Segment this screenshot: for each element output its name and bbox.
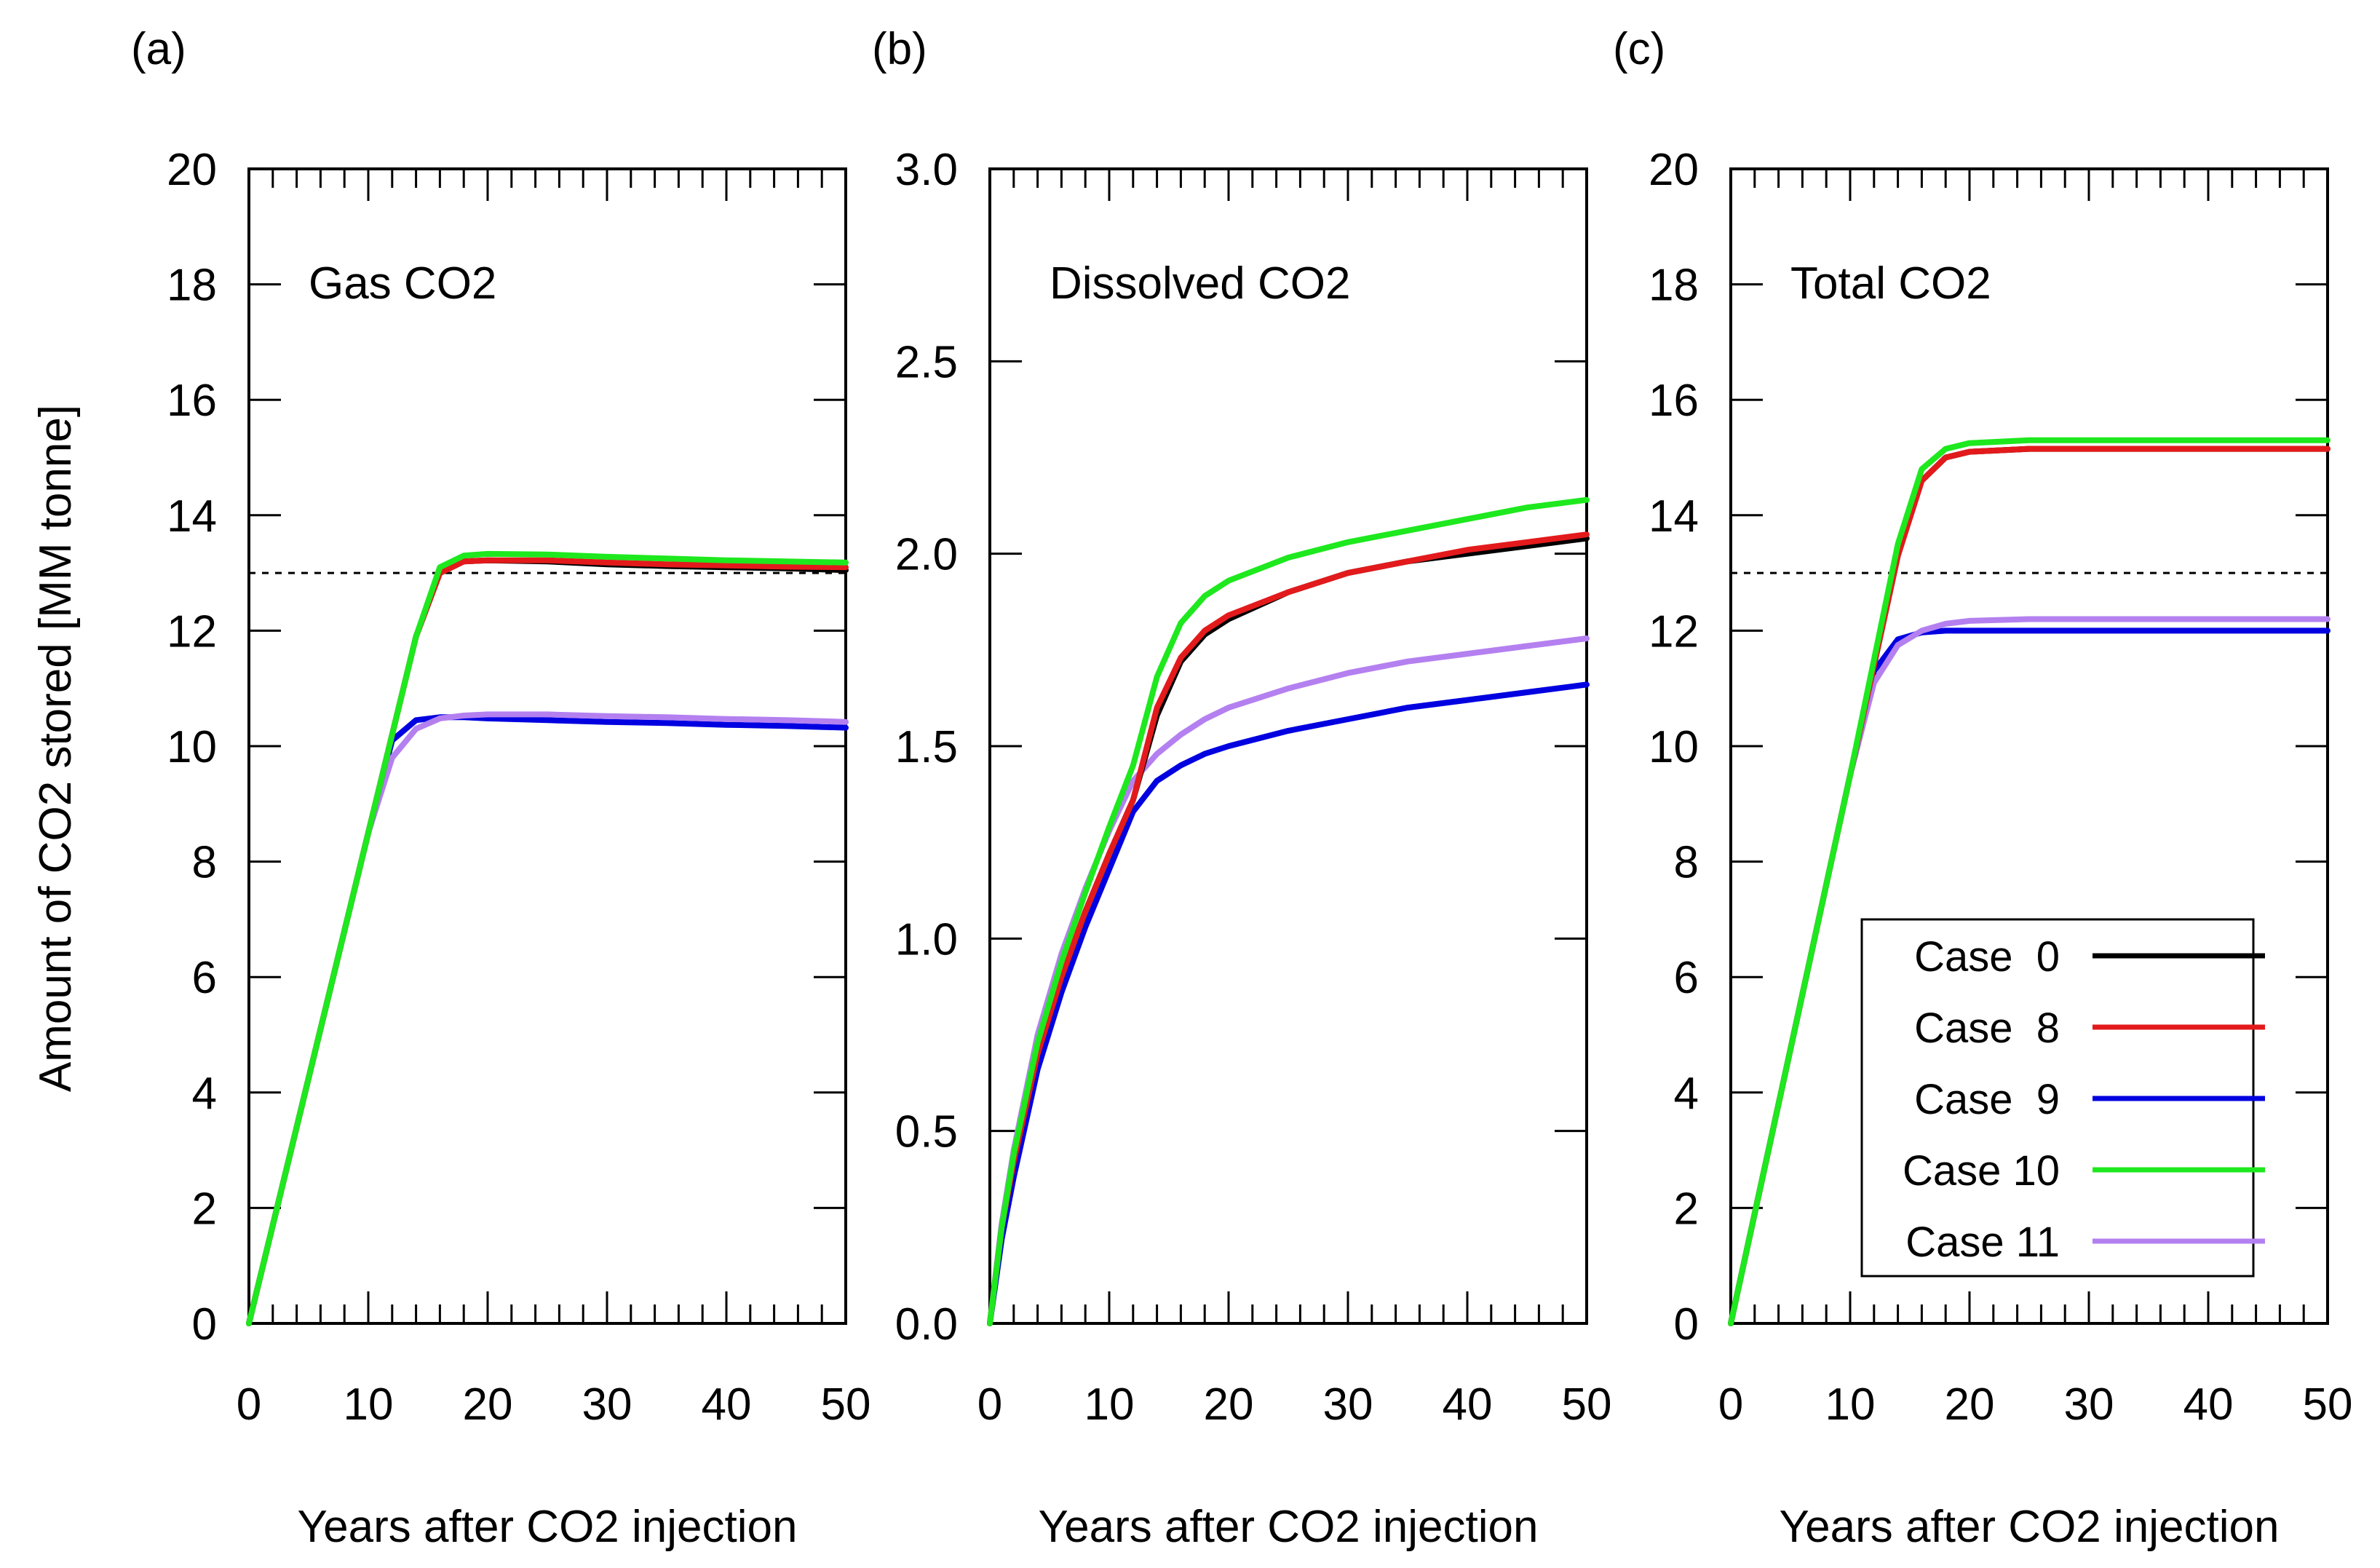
x-tick-label: 0 bbox=[977, 1379, 1002, 1430]
legend-label: Case 8 bbox=[1914, 1005, 2060, 1052]
panel-c-xlabel: Years after CO2 injection bbox=[1780, 1502, 2280, 1552]
series-line-case-10 bbox=[246, 550, 849, 1326]
y-tick-label: 2.5 bbox=[895, 337, 958, 387]
y-tick-label: 6 bbox=[192, 953, 217, 1003]
plot-frame bbox=[988, 167, 1588, 1325]
y-tick-label: 2 bbox=[192, 1184, 217, 1234]
y-tick-label: 8 bbox=[192, 838, 217, 888]
series-line-case-11 bbox=[246, 711, 849, 1326]
series-line-case-0 bbox=[246, 557, 849, 1326]
x-tick-label: 20 bbox=[1945, 1379, 1995, 1430]
y-tick-label: 14 bbox=[1649, 491, 1699, 542]
legend-entry: Case 0 bbox=[1914, 933, 2265, 981]
y-tick-label: 2 bbox=[1674, 1184, 1699, 1234]
x-tick-label: 30 bbox=[582, 1379, 632, 1430]
x-tick-label: 10 bbox=[1825, 1379, 1876, 1430]
y-tick-label: 20 bbox=[1649, 145, 1699, 195]
series-line-case-9 bbox=[246, 714, 849, 1326]
y-tick-label: 0.0 bbox=[895, 1299, 958, 1350]
y-tick-label: 12 bbox=[1649, 606, 1699, 657]
y-tick-label: 0 bbox=[192, 1299, 217, 1350]
y-tick-label: 0 bbox=[1674, 1299, 1699, 1350]
y-tick-label: 8 bbox=[1674, 838, 1699, 888]
x-tick-label: 50 bbox=[821, 1379, 871, 1430]
legend-label: Case 10 bbox=[1903, 1147, 2060, 1195]
x-tick-label: 40 bbox=[1443, 1379, 1493, 1430]
x-tick-label: 10 bbox=[1084, 1379, 1135, 1430]
series-line-case-10 bbox=[1728, 437, 2331, 1326]
series-line-case-10 bbox=[987, 496, 1590, 1326]
y-tick-label: 4 bbox=[192, 1069, 217, 1119]
x-tick-label: 30 bbox=[2064, 1379, 2114, 1430]
panel-b-title: Dissolved CO2 bbox=[1050, 258, 1350, 309]
x-tick-label: 40 bbox=[702, 1379, 752, 1430]
x-tick-label: 0 bbox=[237, 1379, 261, 1430]
panel-a-xlabel: Years after CO2 injection bbox=[298, 1502, 798, 1552]
y-tick-label: 20 bbox=[167, 145, 217, 195]
panel-a: (a) Gas CO2 Years after CO2 injection 0 1… bbox=[131, 24, 870, 1552]
y-tick-label: 10 bbox=[167, 722, 217, 772]
legend-label: Case 11 bbox=[1905, 1219, 2060, 1266]
series-line-case-9 bbox=[987, 681, 1590, 1326]
series-line-case-8 bbox=[246, 557, 849, 1326]
legend: Case 0 Case 8 Case 9 Case 10 Case 11 bbox=[1860, 918, 2265, 1278]
panel-a-title: Gas CO2 bbox=[309, 258, 496, 309]
y-tick-label: 4 bbox=[1674, 1069, 1699, 1119]
y-tick-label: 10 bbox=[1649, 722, 1699, 772]
legend-entry: Case 8 bbox=[1914, 1005, 2265, 1052]
panel-b: (b) Dissolved CO2 Years after CO2 inject… bbox=[872, 24, 1611, 1552]
y-tick-label: 12 bbox=[167, 606, 217, 657]
y-tick-label: 1.5 bbox=[895, 722, 958, 772]
x-tick-label: 40 bbox=[2183, 1379, 2234, 1430]
panel-a-letter: (a) bbox=[131, 24, 186, 74]
panel-b-xlabel: Years after CO2 injection bbox=[1039, 1502, 1539, 1552]
y-tick-label: 2.0 bbox=[895, 530, 958, 580]
plot-frame bbox=[247, 167, 847, 1325]
series-line-case-11 bbox=[987, 635, 1590, 1326]
y-axis-label: Amount of CO2 stored [MM tonne] bbox=[31, 405, 81, 1092]
panel-b-letter: (b) bbox=[872, 24, 927, 74]
y-tick-label: 0.5 bbox=[895, 1107, 958, 1157]
y-tick-label: 1.0 bbox=[895, 914, 958, 965]
y-tick-label: 16 bbox=[167, 376, 217, 426]
legend-entry: Case 11 bbox=[1905, 1219, 2265, 1266]
y-tick-label: 16 bbox=[1649, 376, 1699, 426]
y-tick-label: 18 bbox=[167, 261, 217, 311]
y-tick-label: 14 bbox=[167, 491, 217, 542]
y-tick-label: 3.0 bbox=[895, 145, 958, 195]
legend-label: Case 0 bbox=[1914, 933, 2060, 981]
legend-label: Case 9 bbox=[1914, 1076, 2060, 1123]
panel-c-letter: (c) bbox=[1613, 24, 1665, 74]
panel-c-title: Total CO2 bbox=[1790, 258, 1991, 309]
legend-entry: Case 10 bbox=[1903, 1147, 2265, 1195]
y-tick-label: 6 bbox=[1674, 953, 1699, 1003]
legend-entry: Case 9 bbox=[1914, 1076, 2265, 1123]
x-tick-label: 50 bbox=[1562, 1379, 1612, 1430]
x-tick-label: 20 bbox=[463, 1379, 513, 1430]
y-tick-label: 18 bbox=[1649, 261, 1699, 311]
x-tick-label: 50 bbox=[2303, 1379, 2353, 1430]
x-tick-label: 10 bbox=[344, 1379, 394, 1430]
x-tick-label: 30 bbox=[1323, 1379, 1373, 1430]
panel-c: (c) Total CO2 Years after CO2 injection … bbox=[1613, 24, 2352, 1552]
x-tick-label: 0 bbox=[1718, 1379, 1743, 1430]
x-tick-label: 20 bbox=[1204, 1379, 1254, 1430]
